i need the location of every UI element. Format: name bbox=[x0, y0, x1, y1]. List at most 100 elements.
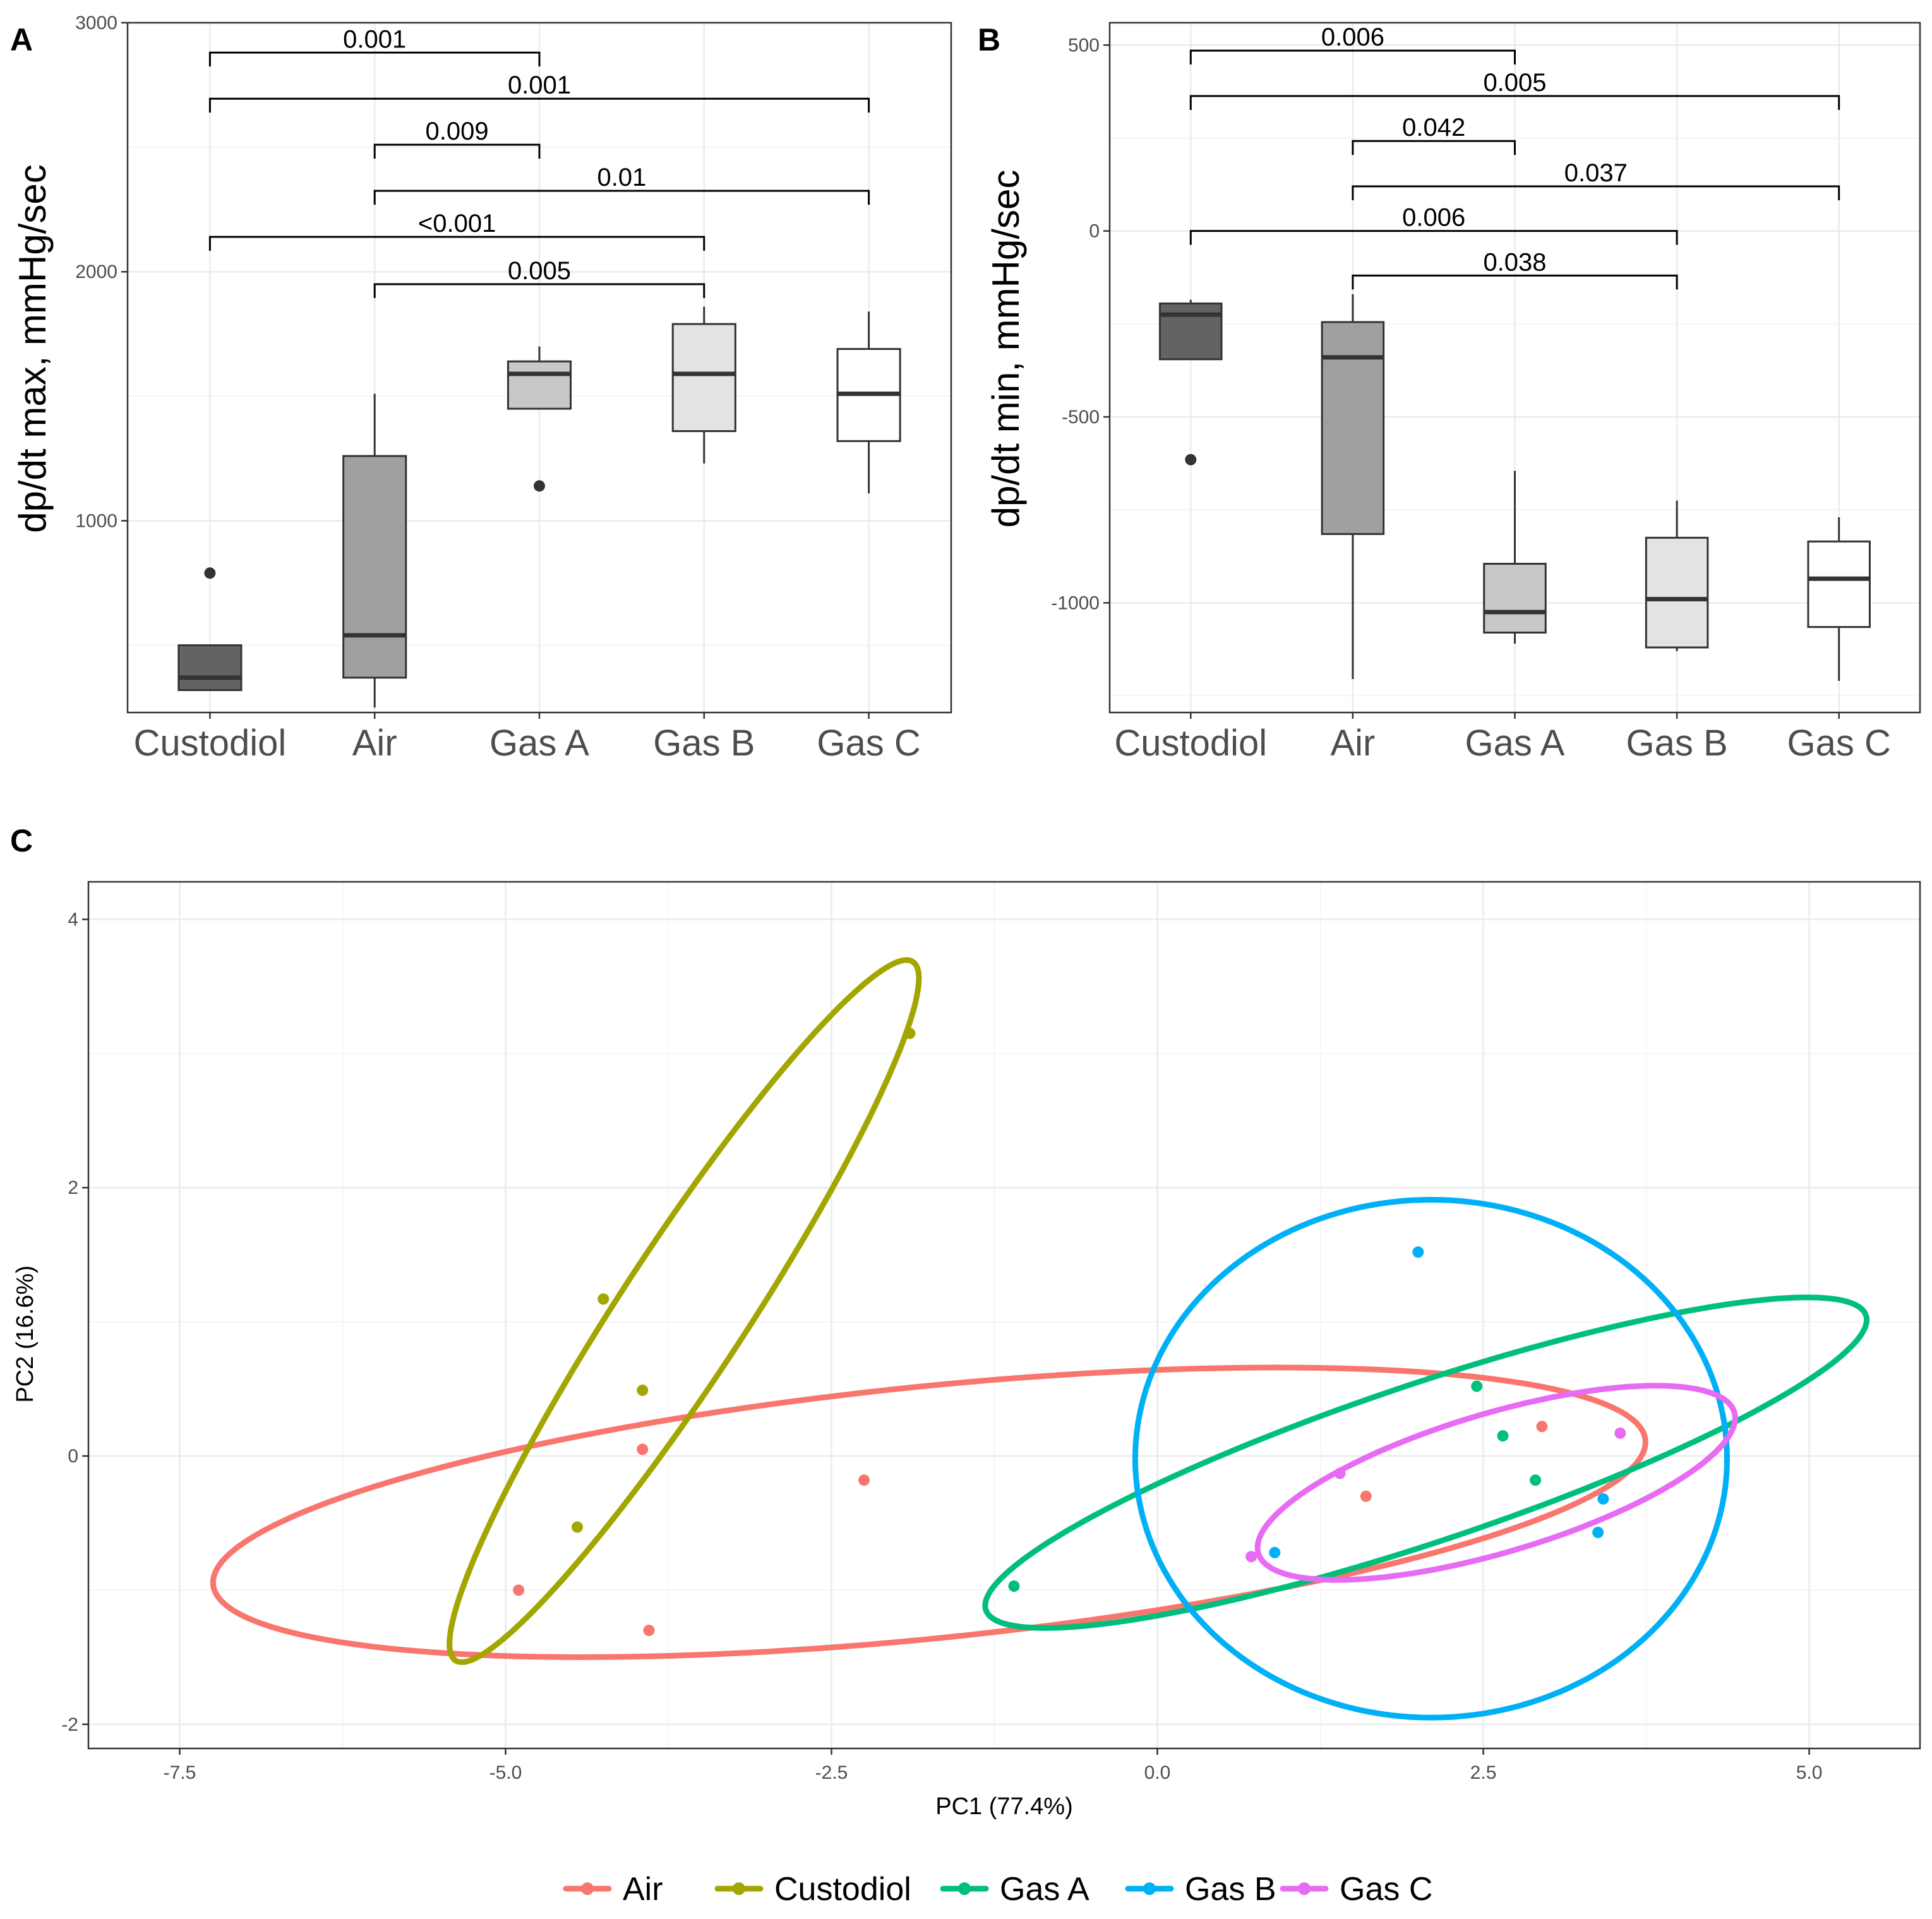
panel-b-iqr-box bbox=[1645, 536, 1709, 649]
panel-b-x-tick-label: Gas A bbox=[1465, 723, 1565, 764]
panel-a-iqr-box bbox=[342, 455, 407, 679]
panel-a-bracket-line bbox=[208, 51, 541, 67]
panel-c-data-point bbox=[1592, 1527, 1604, 1539]
panel-c-data-point bbox=[1471, 1380, 1483, 1392]
panel-b-y-tick-label: -500 bbox=[1062, 407, 1100, 428]
panel-c-data-point bbox=[513, 1584, 525, 1596]
legend-entry-gas-b: Gas B bbox=[1125, 1871, 1276, 1908]
legend-entry-gas-c: Gas C bbox=[1280, 1871, 1432, 1908]
legend-entry-gas-a: Gas A bbox=[940, 1871, 1089, 1908]
panel-b-significance-bracket: 0.037 bbox=[1352, 159, 1840, 201]
panel-c: C PC2 (16.6%) PC1 (77.4%) -7.5 -5.0 -2.5 0.… bbox=[10, 823, 1921, 1908]
panel-a-x-tick-label: Gas A bbox=[489, 723, 589, 764]
panel-b-box-custodiol bbox=[1159, 299, 1223, 466]
panel-c-panel-border bbox=[87, 881, 1921, 1750]
panel-b-p-value-label: 0.038 bbox=[1483, 248, 1546, 276]
panel-a-box-gas-b bbox=[671, 306, 736, 464]
panel-a-significance-bracket: <0.001 bbox=[208, 210, 705, 251]
legend-entry-air: Air bbox=[563, 1871, 663, 1908]
panel-a-significance-bracket: 0.001 bbox=[208, 25, 541, 67]
legend-label: Air bbox=[623, 1871, 663, 1908]
panel-c-data-point bbox=[1245, 1551, 1257, 1563]
panel-b-p-value-label: 0.005 bbox=[1483, 69, 1546, 97]
panel-c-data-point bbox=[1008, 1580, 1020, 1592]
panel-b-plot-area: 0.006 0.005 0.042 0.037 0.006 0.038 -1000 -500 0… bbox=[1051, 21, 1921, 764]
panel-c-x-tick-label: 0.0 bbox=[1144, 1762, 1171, 1783]
legend-point-swatch bbox=[958, 1882, 971, 1895]
panel-b: B dp/dt min, mmHg/sec 0.0060.0050.0420.0… bbox=[978, 21, 1921, 764]
panel-b-bracket-line bbox=[1189, 49, 1516, 65]
panel-c-data-point bbox=[1530, 1474, 1542, 1486]
panel-a-significance-bracket: 0.01 bbox=[373, 164, 870, 205]
legend-entry-custodiol: Custodiol bbox=[714, 1871, 911, 1908]
panel-a-p-value-label: 0.001 bbox=[508, 71, 571, 99]
panel-a-p-value-label: <0.001 bbox=[418, 210, 496, 238]
panel-b-p-value-label: 0.006 bbox=[1402, 204, 1465, 232]
panel-c-ellipse-gas-b bbox=[1132, 1196, 1731, 1721]
panel-a-box-air bbox=[342, 394, 407, 708]
panel-b-significance-bracket: 0.042 bbox=[1352, 114, 1516, 155]
panel-b-significance-bracket: 0.006 bbox=[1189, 23, 1516, 65]
legend-label: Gas C bbox=[1340, 1871, 1432, 1908]
panel-a-iqr-box bbox=[177, 644, 243, 692]
panel-a-x-tick-label: Air bbox=[352, 723, 397, 764]
panel-b-box-gas-b bbox=[1645, 500, 1709, 651]
panel-a-y-tick-label: 1000 bbox=[75, 510, 117, 531]
panel-b-bracket-line bbox=[1352, 140, 1516, 155]
panel-b-iqr-box bbox=[1159, 302, 1223, 361]
panel-a-p-value-label: 0.01 bbox=[597, 164, 646, 191]
panel-c-ellipse-gas-c bbox=[1254, 1383, 1738, 1583]
panel-c-ylabel: PC2 (16.6%) bbox=[12, 1265, 39, 1403]
panel-c-data-point bbox=[637, 1443, 649, 1455]
panel-c-x-tick-label: 2.5 bbox=[1470, 1762, 1497, 1783]
panel-c-data-point bbox=[597, 1293, 609, 1305]
panel-b-x-tick-label: Gas B bbox=[1626, 723, 1728, 764]
panel-c-data-point bbox=[1334, 1467, 1346, 1479]
panel-c-data-point bbox=[904, 1027, 916, 1039]
panel-a-box-gas-c bbox=[836, 311, 901, 494]
panel-b-significance-bracket: 0.006 bbox=[1189, 204, 1678, 245]
panel-b-iqr-box bbox=[1807, 540, 1871, 629]
panel-c-data-point bbox=[1536, 1421, 1548, 1433]
panel-a-bracket-line bbox=[208, 236, 705, 251]
panel-a: A dp/dt max, mmHg/sec 0.001 0.001 0.009 0.0… bbox=[10, 13, 952, 764]
panel-c-data-point bbox=[858, 1474, 870, 1486]
panel-a-significance-bracket: 0.005 bbox=[373, 257, 705, 298]
panel-c-data-point bbox=[643, 1625, 655, 1637]
panel-c-x-tick-label: -5.0 bbox=[489, 1762, 522, 1783]
panel-a-iqr-box bbox=[507, 360, 572, 410]
panel-c-x-tick-label: -2.5 bbox=[815, 1762, 848, 1783]
panel-a-plot-area: 0.001 0.001 0.009 0.01 <0.001 0.005 1000 2000 30… bbox=[75, 13, 952, 764]
panel-a-p-value-label: 0.001 bbox=[343, 25, 406, 53]
panel-c-data-point bbox=[572, 1521, 584, 1533]
panel-b-significance-bracket: 0.038 bbox=[1352, 248, 1678, 290]
panel-b-y-tick-label: 0 bbox=[1089, 221, 1100, 242]
legend: Air Custodiol Gas A Gas B Gas C bbox=[563, 1871, 1432, 1908]
legend-point-swatch bbox=[733, 1882, 745, 1895]
panel-a-outlier-point bbox=[204, 567, 216, 579]
panel-c-ellipse-custodiol bbox=[447, 957, 922, 1665]
panel-b-x-tick-label: Gas C bbox=[1787, 723, 1891, 764]
panel-a-bracket-line bbox=[373, 283, 705, 298]
panel-a-p-value-label: 0.005 bbox=[508, 257, 571, 285]
panel-a-significance-bracket: 0.009 bbox=[373, 117, 541, 159]
panel-a-label: A bbox=[10, 22, 33, 57]
legend-point-swatch bbox=[1298, 1882, 1311, 1895]
panel-c-data-point bbox=[1360, 1490, 1372, 1502]
panel-b-ylabel: dp/dt min, mmHg/sec bbox=[985, 170, 1027, 528]
panel-a-x-tick-label: Gas C bbox=[817, 723, 920, 764]
panel-a-box-custodiol bbox=[177, 567, 243, 692]
panel-a-significance-bracket: 0.001 bbox=[208, 71, 870, 113]
panel-b-p-value-label: 0.006 bbox=[1321, 23, 1384, 51]
panel-c-label: C bbox=[10, 823, 33, 858]
panel-c-x-tick-label: 5.0 bbox=[1796, 1762, 1823, 1783]
legend-point-swatch bbox=[1143, 1882, 1156, 1895]
panel-c-data-point bbox=[1269, 1546, 1281, 1558]
panel-a-ylabel: dp/dt max, mmHg/sec bbox=[11, 164, 54, 533]
panel-a-bracket-line bbox=[373, 189, 870, 205]
panel-c-y-tick-label: 4 bbox=[68, 909, 78, 930]
panel-b-bracket-line bbox=[1189, 95, 1840, 110]
panel-a-p-value-label: 0.009 bbox=[426, 117, 489, 145]
